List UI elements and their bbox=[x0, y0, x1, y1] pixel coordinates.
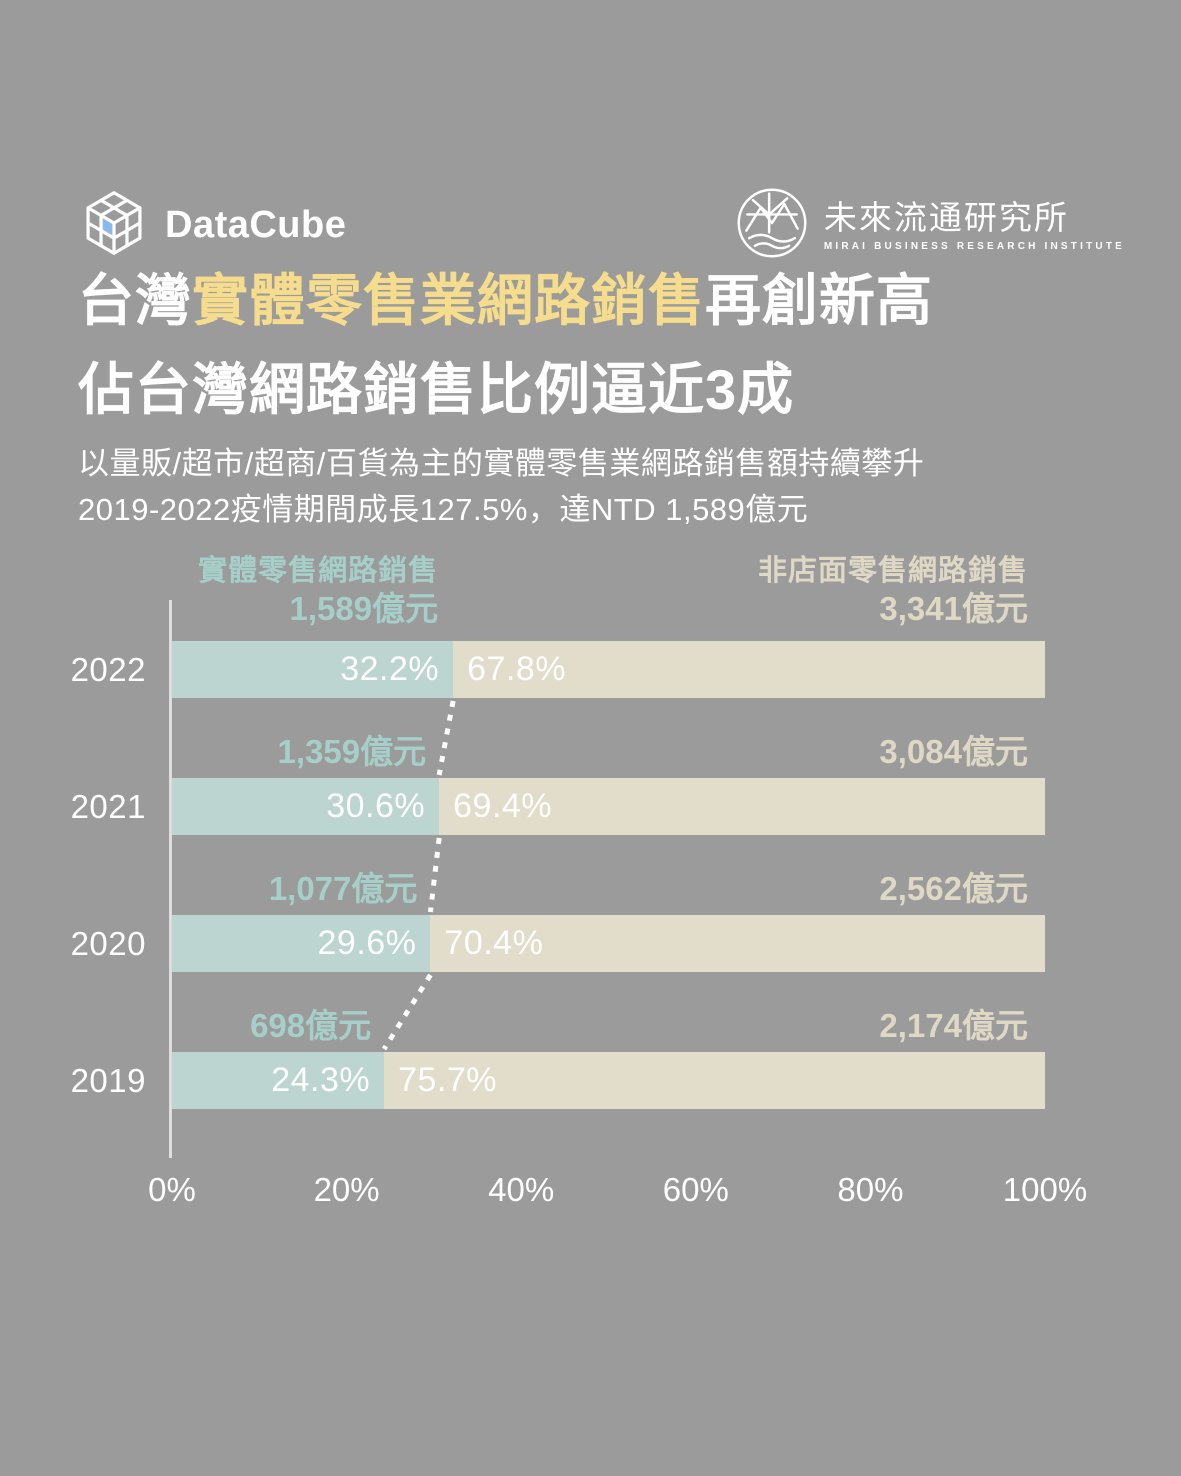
x-tick-100: 100% bbox=[1002, 1171, 1088, 1208]
title-line-2: 佔台灣網路銷售比例逼近3成 bbox=[78, 358, 795, 421]
datacube-logo-icon bbox=[78, 183, 150, 268]
series-headers: 實體零售網路銷售 1,589億元 非店面零售網路銷售 3,341億元 bbox=[172, 553, 1045, 629]
x-tick-20: 20% bbox=[313, 1171, 380, 1208]
title-highlight: 實體零售業網路銷售 bbox=[192, 269, 705, 332]
series-value-physical-2022: 1,589億元 bbox=[289, 590, 439, 627]
x-tick-0: 0% bbox=[148, 1171, 196, 1208]
year-label: 2021 bbox=[70, 787, 146, 825]
title-suffix: 再創新高 bbox=[705, 269, 933, 332]
bar-row-2020: 2020 29.6% 70.4% bbox=[0, 915, 1181, 972]
bar-track: 30.6% 69.4% bbox=[172, 778, 1045, 835]
value-nonstore: 3,084億元 bbox=[879, 733, 1028, 770]
year-label: 2019 bbox=[70, 1061, 146, 1099]
bar-track: 32.2% 67.8% bbox=[172, 641, 1045, 698]
value-row-2020: 1,077億元 2,562億元 bbox=[172, 869, 1045, 909]
institute-name: 未來流通研究所 bbox=[823, 199, 1069, 236]
value-nonstore: 2,562億元 bbox=[879, 870, 1028, 907]
series-header-nonstore: 非店面零售網路銷售 3,341億元 bbox=[453, 553, 1045, 629]
value-nonstore: 2,174億元 bbox=[879, 1007, 1028, 1044]
title-prefix: 台灣 bbox=[78, 269, 192, 332]
bar-segment-nonstore: 69.4% bbox=[439, 778, 1045, 835]
x-tick-80: 80% bbox=[837, 1171, 904, 1208]
year-label: 2022 bbox=[70, 650, 146, 688]
segment-pct-label: 67.8% bbox=[467, 650, 566, 688]
bar-segment-physical: 29.6% bbox=[172, 915, 431, 972]
x-axis: 0% 20% 40% 60% 80% 100% bbox=[148, 1171, 1087, 1213]
bar-segment-nonstore: 75.7% bbox=[384, 1052, 1045, 1109]
series-value-nonstore-2022: 3,341億元 bbox=[879, 590, 1028, 627]
stacked-bar-chart: 實體零售網路銷售 1,589億元 非店面零售網路銷售 3,341億元 2022 … bbox=[0, 553, 1181, 1213]
y-axis-line bbox=[169, 600, 172, 1158]
segment-pct-label: 24.3% bbox=[271, 1061, 371, 1099]
series-label-nonstore: 非店面零售網路銷售 bbox=[757, 555, 1028, 587]
brand-name: DataCube bbox=[165, 204, 347, 246]
bar-row-2021: 2021 30.6% 69.4% bbox=[0, 778, 1181, 835]
segment-pct-label: 75.7% bbox=[398, 1061, 498, 1099]
bar-segment-physical: 32.2% bbox=[172, 641, 454, 698]
bar-segment-physical: 24.3% bbox=[172, 1052, 385, 1109]
bar-row-2022: 2022 32.2% 67.8% bbox=[0, 641, 1181, 698]
bar-row-2019: 2019 24.3% 75.7% bbox=[0, 1052, 1181, 1109]
year-label: 2020 bbox=[70, 924, 146, 962]
segment-pct-label: 32.2% bbox=[340, 650, 440, 688]
datacube-brand: DataCube bbox=[78, 183, 346, 268]
series-header-physical: 實體零售網路銷售 1,589億元 bbox=[172, 553, 453, 629]
institute-brand: 未來流通研究所 MIRAI BUSINESS RESEARCH INSTITUT… bbox=[734, 185, 1125, 266]
x-tick-40: 40% bbox=[488, 1171, 555, 1208]
bar-segment-nonstore: 70.4% bbox=[430, 915, 1045, 972]
institute-tagline: MIRAI BUSINESS RESEARCH INSTITUTE bbox=[823, 241, 1125, 252]
series-label-physical: 實體零售網路銷售 bbox=[198, 555, 439, 587]
segment-pct-label: 69.4% bbox=[453, 787, 553, 825]
x-tick-60: 60% bbox=[662, 1171, 729, 1208]
page-subtitle: 以量販/超市/超商/百貨為主的實體零售業網路銷售額持續攀升 2019-2022疫… bbox=[78, 441, 1121, 533]
value-physical: 1,359億元 bbox=[277, 733, 427, 770]
bar-segment-nonstore: 67.8% bbox=[453, 641, 1045, 698]
bar-segment-physical: 30.6% bbox=[172, 778, 440, 835]
bar-track: 24.3% 75.7% bbox=[172, 1052, 1045, 1109]
page-title: 台灣實體零售業網路銷售再創新高 佔台灣網路銷售比例逼近3成 bbox=[78, 256, 1121, 434]
segment-pct-label: 29.6% bbox=[317, 924, 417, 962]
segment-pct-label: 30.6% bbox=[326, 787, 426, 825]
value-physical: 1,077億元 bbox=[268, 870, 418, 907]
institute-text: 未來流通研究所 MIRAI BUSINESS RESEARCH INSTITUT… bbox=[824, 199, 1125, 252]
logo-row: DataCube 未來流通研究所 MIRA bbox=[78, 183, 1125, 268]
subtitle-line-2: 2019-2022疫情期間成長127.5%，達NTD 1,589億元 bbox=[78, 492, 809, 527]
institute-logo-icon bbox=[734, 185, 810, 266]
value-physical: 698億元 bbox=[250, 1007, 372, 1044]
subtitle-line-1: 以量販/超市/超商/百貨為主的實體零售業網路銷售額持續攀升 bbox=[78, 446, 925, 481]
title-line-1: 台灣實體零售業網路銷售再創新高 bbox=[78, 256, 1121, 345]
segment-pct-label: 70.4% bbox=[444, 924, 544, 962]
value-row-2021: 1,359億元 3,084億元 bbox=[172, 732, 1045, 772]
bar-track: 29.6% 70.4% bbox=[172, 915, 1045, 972]
value-row-2019: 698億元 2,174億元 bbox=[172, 1006, 1045, 1046]
bar-rows: 2022 32.2% 67.8% 1,359億元 3,084億元 2021 bbox=[0, 641, 1181, 1109]
